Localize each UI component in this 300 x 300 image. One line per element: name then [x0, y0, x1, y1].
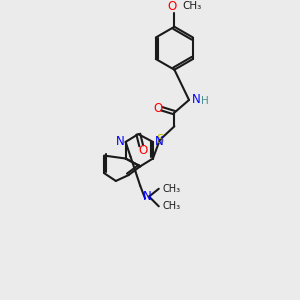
- Text: CH₃: CH₃: [182, 1, 202, 11]
- Text: N: N: [192, 94, 201, 106]
- Text: N: N: [116, 135, 124, 148]
- Text: O: O: [153, 102, 162, 115]
- Text: S: S: [156, 134, 164, 146]
- Text: N: N: [154, 135, 163, 148]
- Text: N: N: [143, 190, 152, 203]
- Text: H: H: [201, 96, 208, 106]
- Text: O: O: [168, 0, 177, 13]
- Text: CH₃: CH₃: [163, 184, 181, 194]
- Text: O: O: [139, 144, 148, 157]
- Text: CH₃: CH₃: [163, 201, 181, 211]
